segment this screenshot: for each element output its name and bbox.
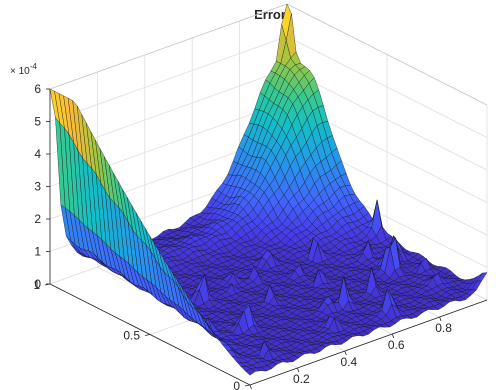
grid-line [286, 36, 488, 138]
x-tick-mark [439, 316, 442, 322]
x-tick-label: 0.6 [388, 338, 405, 352]
axes [44, 88, 488, 390]
grid-line [286, 68, 488, 171]
z-tick-label: 2 [34, 212, 41, 226]
y-tick-label: 1 [33, 278, 40, 292]
chart-title: Error [254, 7, 286, 22]
y-tick-mark [144, 334, 151, 336]
x-tick-label: 0.4 [340, 355, 357, 369]
y-tick-label: 0.5 [123, 329, 140, 343]
z-tick-label: 3 [34, 180, 41, 194]
x-tick-mark [344, 350, 347, 356]
z-exponent-label: × 10-4 [10, 62, 37, 77]
box-edge [49, 3, 288, 90]
z-tick-label: 4 [34, 147, 41, 161]
y-tick-label: 0 [233, 379, 240, 390]
x-tick-mark [297, 367, 300, 373]
x-tick-label: 0.2 [293, 372, 310, 386]
z-tick-label: 0 [34, 277, 41, 291]
x-tick-mark [391, 333, 395, 339]
x-tick-label: 0.8 [435, 321, 452, 335]
x-tick-mark [249, 384, 252, 390]
z-tick-label: 6 [34, 82, 41, 96]
z-tick-label: 5 [34, 115, 41, 129]
y-tick-mark [244, 384, 251, 387]
surface-plot [49, 3, 488, 376]
x-axis-line [249, 299, 488, 386]
surface-cell [245, 368, 256, 376]
z-tick-label: 1 [34, 245, 41, 259]
grid-line [49, 36, 288, 122]
box-edge [286, 3, 488, 106]
